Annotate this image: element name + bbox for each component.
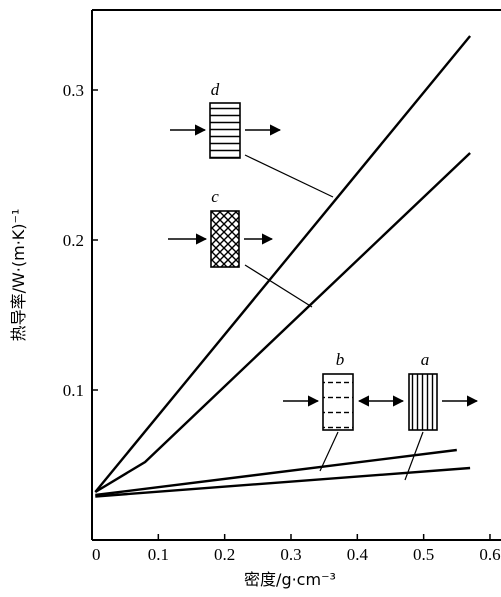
sample-d-annotation: d [170, 80, 334, 198]
sample-b-block [322, 373, 354, 431]
x-tick-label-2: 0.2 [214, 545, 235, 564]
x-axis-label: 密度/g·cm⁻³ [244, 570, 336, 589]
series-line-c [94, 152, 471, 494]
sample-c-leader [244, 264, 313, 308]
y-tick-label-2: 0.3 [63, 81, 84, 100]
y-tick-label-0: 0.1 [63, 381, 84, 400]
x-tick-label-5: 0.5 [413, 545, 434, 564]
sample-d-leader [244, 154, 334, 198]
sample-a-block [408, 373, 438, 431]
sample-a-letter: a [421, 350, 430, 369]
x-tick-label-6: 0.6 [479, 545, 500, 564]
sample-c-annotation: c [168, 187, 313, 308]
y-axis-label: 热导率/W·(m·K)⁻¹ [9, 209, 28, 342]
series-line-b [95, 448, 457, 497]
x-tick-label-3: 0.3 [280, 545, 301, 564]
x-tick-label-0: 0 [92, 545, 101, 564]
sample-a-leader [404, 431, 424, 481]
sample-c-block [210, 210, 240, 268]
sample-c-letter: c [211, 187, 219, 206]
sample-b-leader [319, 431, 339, 472]
sample-a-annotation: a [404, 350, 479, 481]
x-tick-label-1: 0.1 [148, 545, 169, 564]
ticks: 0 0.1 0.2 0.3 0.4 0.5 0.6 0.1 0.2 0.3 [63, 81, 501, 564]
sample-b-letter: b [336, 350, 345, 369]
x-tick-label-4: 0.4 [347, 545, 369, 564]
sample-d-block [209, 102, 241, 159]
sample-b-annotation: b [283, 350, 354, 472]
series-line-d [94, 35, 472, 493]
sample-d-letter: d [211, 80, 220, 99]
y-tick-label-1: 0.2 [63, 231, 84, 250]
